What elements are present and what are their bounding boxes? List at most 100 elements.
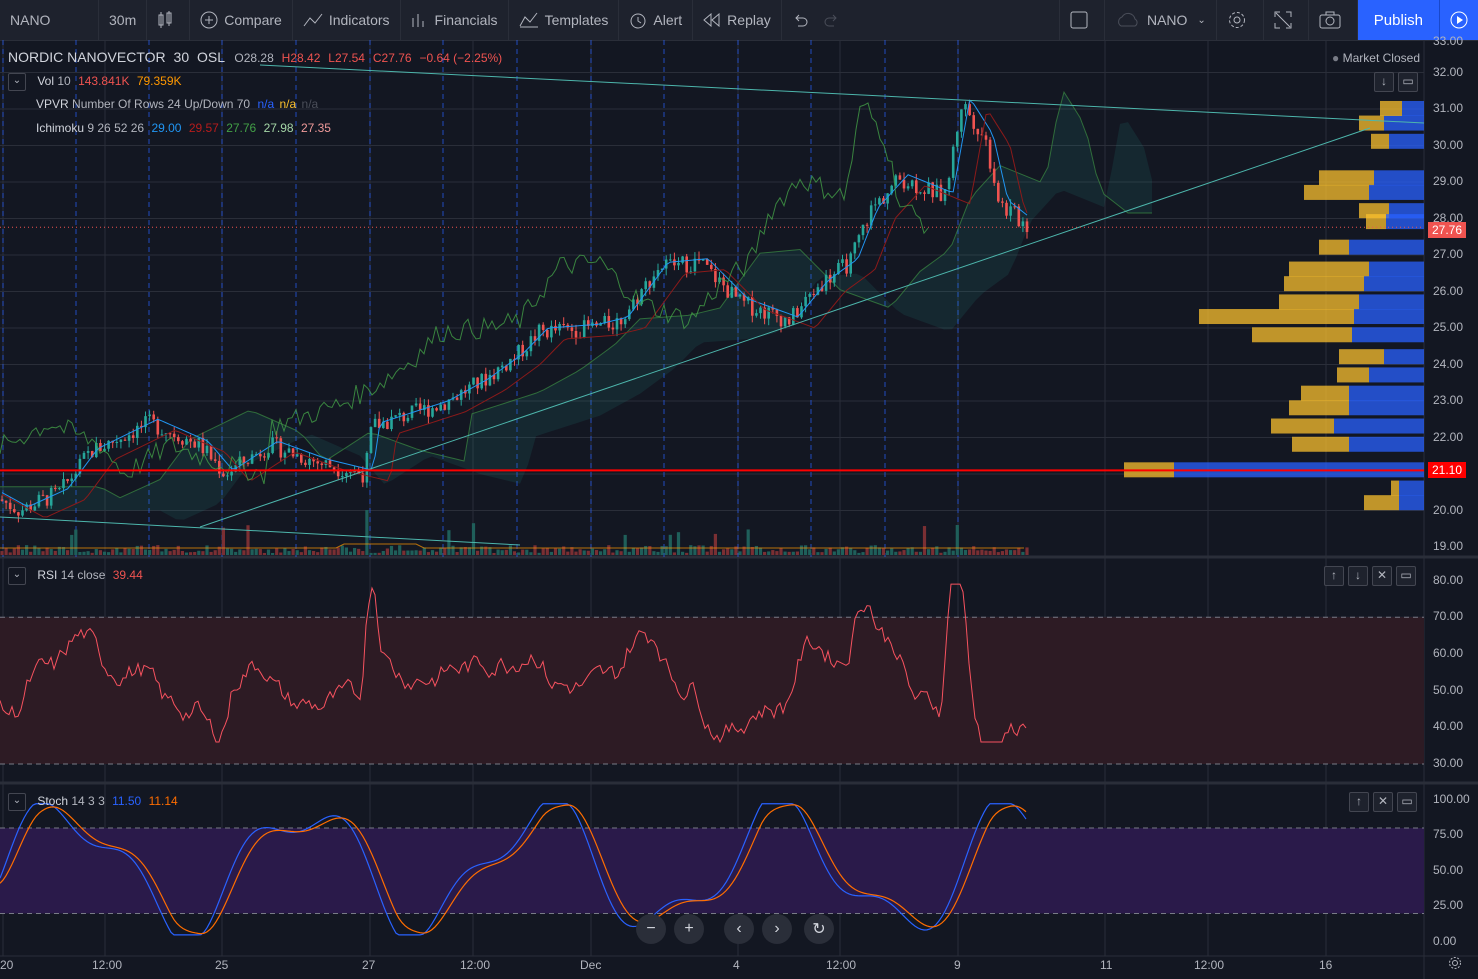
reset-chart-button[interactable]: ↻: [804, 914, 834, 944]
indicators-button[interactable]: Indicators: [293, 0, 401, 40]
gear-icon: [1228, 12, 1245, 28]
candle-body: [1021, 221, 1025, 227]
alert-button[interactable]: Alert: [619, 0, 694, 40]
templates-button[interactable]: Templates: [509, 0, 620, 40]
volume-bar: [361, 551, 365, 555]
time-axis-label: Dec: [580, 958, 602, 972]
zoom-in-button[interactable]: +: [674, 914, 704, 944]
trend-line-down: [259, 64, 1425, 124]
candle-body: [988, 139, 992, 169]
candle-body: [570, 327, 574, 331]
volume-bar: [738, 551, 742, 555]
replay-button[interactable]: Replay: [693, 0, 782, 40]
volume-bar: [238, 549, 242, 555]
layout-button[interactable]: [1058, 0, 1105, 40]
candle-body: [484, 373, 488, 386]
arrow-up-icon[interactable]: ↑: [1324, 566, 1344, 586]
axis-settings-button[interactable]: [1448, 956, 1462, 973]
candle-body: [459, 390, 463, 400]
collapse-rsi-button[interactable]: ⌄: [8, 567, 26, 585]
maximize-icon[interactable]: ▭: [1396, 566, 1416, 586]
financials-button[interactable]: Financials: [401, 0, 509, 40]
redo-button[interactable]: [824, 0, 856, 40]
stoch-legend: ⌄ Stoch 14 3 3 11.50 11.14: [8, 793, 178, 811]
arrow-up-icon[interactable]: ↑: [1349, 792, 1369, 812]
rewind-icon: [703, 13, 720, 27]
volume-bar: [996, 552, 1000, 555]
arrow-down-icon[interactable]: ↓: [1348, 566, 1368, 586]
save-layout-button[interactable]: NANO ⌄: [1105, 0, 1217, 40]
close-icon[interactable]: ✕: [1373, 792, 1393, 812]
symbol-search-button[interactable]: NANO: [0, 0, 99, 40]
lagging-span-line: [0, 102, 929, 485]
volume-bar: [45, 547, 49, 555]
candle-body: [1017, 206, 1021, 227]
candle-body: [861, 224, 865, 236]
rsi-name: RSI: [37, 568, 58, 583]
volume-bar: [894, 551, 898, 555]
fullscreen-button[interactable]: [1264, 0, 1309, 40]
candle-body: [0, 499, 4, 501]
chart-style-button[interactable]: [147, 0, 191, 40]
rsi-pane-buttons: ↑ ↓ ✕ ▭: [1324, 566, 1416, 586]
candle-body: [673, 259, 676, 266]
volume-bar: [12, 548, 16, 555]
symbol-label: NANO: [10, 12, 51, 28]
volume-bar: [931, 547, 935, 555]
screenshot-button[interactable]: [1309, 0, 1358, 40]
volume-bar: [4, 548, 8, 555]
chart-canvas[interactable]: [0, 40, 1478, 979]
interval-button[interactable]: 30m: [99, 0, 148, 40]
volume-bar: [102, 551, 107, 555]
play-publish-button[interactable]: [1439, 0, 1478, 40]
close-icon[interactable]: ✕: [1372, 566, 1392, 586]
candle-body: [58, 488, 61, 490]
maximize-icon[interactable]: ▭: [1397, 792, 1417, 812]
arrow-down-icon[interactable]: ↓: [1374, 72, 1394, 92]
maximize-icon[interactable]: ▭: [1398, 72, 1418, 92]
scroll-left-button[interactable]: ‹: [724, 914, 754, 944]
candle-body: [279, 438, 283, 458]
volume-bar: [537, 552, 541, 555]
zoom-out-button[interactable]: −: [636, 914, 666, 944]
candle-body: [648, 281, 652, 288]
candle-body: [423, 405, 426, 410]
candle-body: [304, 462, 307, 465]
compare-button[interactable]: Compare: [190, 0, 293, 40]
indicator-lines: [0, 99, 1028, 936]
price-axis-label: 33.00: [1433, 34, 1464, 48]
publish-button[interactable]: Publish: [1357, 0, 1439, 40]
candle-body: [238, 456, 242, 466]
candle-body: [45, 495, 49, 506]
volume-bar: [246, 525, 250, 555]
volume-profile-down: [1199, 309, 1354, 325]
volume-bar: [217, 546, 221, 555]
candle-body: [345, 473, 348, 477]
volume-bar: [225, 548, 230, 555]
volume-profile-down: [1284, 276, 1364, 292]
collapse-legend-button[interactable]: ⌄: [8, 73, 26, 91]
candle-body: [792, 308, 795, 325]
volume-bar: [389, 545, 394, 555]
collapse-stoch-button[interactable]: ⌄: [8, 793, 26, 811]
volume-bar: [968, 549, 972, 555]
vpvr-value-total: n/a: [301, 97, 319, 111]
candle-body: [541, 324, 545, 330]
settings-button[interactable]: [1217, 0, 1264, 40]
candle-body: [615, 318, 619, 330]
volume-bar: [49, 549, 53, 555]
vpvr-name: VPVR: [36, 97, 69, 111]
alarm-clock-icon: [630, 13, 646, 29]
undo-button[interactable]: [782, 0, 824, 40]
scroll-right-button[interactable]: ›: [762, 914, 792, 944]
volume-bar: [763, 551, 767, 555]
volume-bar: [697, 545, 701, 555]
candle-body: [947, 177, 951, 190]
candle-body: [582, 320, 586, 338]
rsi-axis-label: 70.00: [1433, 609, 1464, 624]
volume-bar: [295, 550, 299, 555]
candle-body: [402, 412, 406, 422]
volume-profile-up: [1369, 184, 1424, 200]
volume-bar: [988, 550, 992, 555]
volume-bar: [119, 552, 123, 555]
